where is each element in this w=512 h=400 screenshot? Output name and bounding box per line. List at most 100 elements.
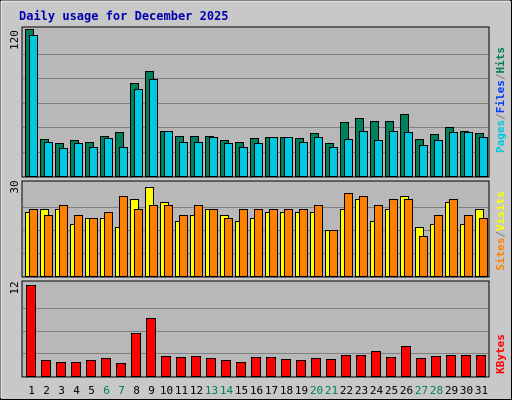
bar-sites-2 bbox=[44, 215, 53, 277]
x-tick-label: 26 bbox=[400, 384, 413, 397]
x-tick-label: 16 bbox=[250, 384, 263, 397]
bar-sites-23 bbox=[359, 196, 368, 277]
x-tick-label: 21 bbox=[325, 384, 338, 397]
bar-sites-4 bbox=[74, 215, 83, 277]
bar-pages-17 bbox=[269, 137, 278, 177]
bar-kbytes-24 bbox=[371, 351, 381, 377]
bar-kbytes-6 bbox=[101, 358, 111, 377]
bar-pages-15 bbox=[239, 147, 248, 177]
bar-sites-7 bbox=[119, 196, 128, 277]
x-tick-label: 13 bbox=[205, 384, 218, 397]
y-tick-bottom: 12 bbox=[8, 281, 21, 294]
x-tick-label: 12 bbox=[190, 384, 203, 397]
x-tick-label: 10 bbox=[160, 384, 173, 397]
bar-pages-28 bbox=[434, 140, 443, 177]
bar-pages-13 bbox=[209, 137, 218, 177]
bar-kbytes-12 bbox=[191, 356, 201, 377]
bar-kbytes-23 bbox=[356, 355, 366, 377]
bar-sites-10 bbox=[164, 205, 173, 277]
x-tick-label: 20 bbox=[310, 384, 323, 397]
bar-sites-24 bbox=[374, 205, 383, 277]
x-tick-label: 4 bbox=[73, 384, 80, 397]
x-tick-label: 29 bbox=[445, 384, 458, 397]
bar-pages-26 bbox=[404, 132, 413, 177]
bar-kbytes-1 bbox=[26, 285, 36, 377]
bar-kbytes-4 bbox=[71, 362, 81, 377]
x-tick-label: 3 bbox=[58, 384, 65, 397]
x-tick-label: 15 bbox=[235, 384, 248, 397]
bar-sites-18 bbox=[284, 209, 293, 277]
chart-title: Daily usage for December 2025 bbox=[19, 9, 229, 23]
bar-pages-3 bbox=[59, 148, 68, 177]
bar-pages-16 bbox=[254, 143, 263, 177]
x-tick-label: 17 bbox=[265, 384, 278, 397]
bar-sites-17 bbox=[269, 209, 278, 277]
bar-kbytes-7 bbox=[116, 363, 126, 377]
bars bbox=[25, 29, 488, 377]
x-tick-label: 2 bbox=[43, 384, 50, 397]
bar-pages-12 bbox=[194, 142, 203, 177]
bar-sites-28 bbox=[434, 215, 443, 277]
x-tick-label: 7 bbox=[118, 384, 125, 397]
bar-sites-20 bbox=[314, 205, 323, 277]
bar-pages-9 bbox=[149, 79, 158, 177]
bar-pages-30 bbox=[464, 132, 473, 177]
x-tick-label: 30 bbox=[460, 384, 473, 397]
x-tick-label: 14 bbox=[220, 384, 234, 397]
bar-sites-21 bbox=[329, 230, 338, 277]
bar-kbytes-18 bbox=[281, 359, 291, 377]
bar-sites-15 bbox=[239, 209, 248, 277]
bar-kbytes-22 bbox=[341, 355, 351, 377]
legend-text: Pages/Files/Hits bbox=[494, 47, 507, 153]
bar-pages-8 bbox=[134, 89, 143, 177]
bar-kbytes-15 bbox=[236, 362, 246, 377]
bar-kbytes-5 bbox=[86, 360, 96, 377]
x-axis-day-labels: 1 2 3 4 5 6 7 8 9 10 11 12 13 14 15 16 17 18 19 20 21 22 23 24 2… bbox=[28, 384, 488, 397]
bar-sites-13 bbox=[209, 209, 218, 277]
bar-kbytes-30 bbox=[461, 355, 471, 377]
bar-kbytes-26 bbox=[401, 346, 411, 377]
bar-kbytes-9 bbox=[146, 318, 156, 377]
legend-entry: / bbox=[494, 73, 507, 80]
bar-sites-3 bbox=[59, 205, 68, 277]
bar-pages-1 bbox=[29, 35, 38, 177]
x-tick-label: 5 bbox=[88, 384, 95, 397]
bar-sites-27 bbox=[419, 236, 428, 277]
x-tick-label: 8 bbox=[133, 384, 140, 397]
x-tick-label: 25 bbox=[385, 384, 398, 397]
legend-entry: / bbox=[494, 231, 507, 238]
bar-sites-12 bbox=[194, 205, 203, 277]
bar-pages-11 bbox=[179, 142, 188, 177]
bar-kbytes-13 bbox=[206, 358, 216, 377]
x-tick-label: 18 bbox=[280, 384, 293, 397]
bar-pages-5 bbox=[89, 147, 98, 177]
bar-pages-21 bbox=[329, 147, 338, 177]
bar-kbytes-10 bbox=[161, 356, 171, 377]
x-tick-label: 28 bbox=[430, 384, 443, 397]
bar-kbytes-8 bbox=[131, 333, 141, 377]
bar-pages-7 bbox=[119, 147, 128, 177]
x-tick-label: 24 bbox=[370, 384, 384, 397]
bar-kbytes-29 bbox=[446, 355, 456, 377]
legend-entry: Files bbox=[494, 80, 507, 113]
legend-pages-files-hits: Pages/Files/Hits bbox=[494, 47, 507, 153]
bar-pages-22 bbox=[344, 139, 353, 177]
legend-entry: Hits bbox=[494, 47, 507, 74]
bar-sites-16 bbox=[254, 209, 263, 277]
bar-pages-14 bbox=[224, 143, 233, 177]
bar-pages-2 bbox=[44, 142, 53, 177]
bar-sites-8 bbox=[134, 209, 143, 277]
bar-kbytes-11 bbox=[176, 357, 186, 377]
bar-sites-1 bbox=[29, 209, 38, 277]
bar-sites-6 bbox=[104, 212, 113, 277]
bar-pages-18 bbox=[284, 137, 293, 177]
x-tick-label: 19 bbox=[295, 384, 308, 397]
bar-sites-11 bbox=[179, 215, 188, 277]
bar-sites-9 bbox=[149, 205, 158, 277]
bar-kbytes-28 bbox=[431, 356, 441, 377]
bar-pages-4 bbox=[74, 143, 83, 177]
bar-kbytes-16 bbox=[251, 357, 261, 377]
x-tick-label: 23 bbox=[355, 384, 368, 397]
x-tick-label: 22 bbox=[340, 384, 353, 397]
bar-sites-29 bbox=[449, 199, 458, 277]
